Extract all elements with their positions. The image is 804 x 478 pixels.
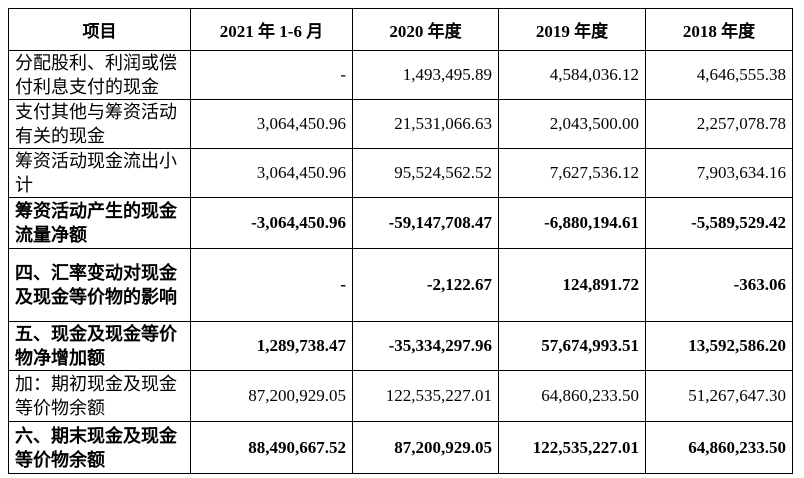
value-cell: 7,627,536.12 <box>498 148 646 198</box>
value-cell: -363.06 <box>645 248 793 322</box>
table-row: 筹资活动产生的现金流量净额 -3,064,450.96 -59,147,708.47… <box>8 197 793 249</box>
value-cell: 64,860,233.50 <box>498 370 646 422</box>
value-cell: 13,592,586.20 <box>645 321 793 371</box>
row-label: 六、期末现金及现金等价物余额 <box>8 421 191 474</box>
value-cell: 51,267,647.30 <box>645 370 793 422</box>
cash-flow-table: 项目 2021 年 1-6 月 2020 年度 2019 年度 2018 年度 分配股利… <box>8 8 793 474</box>
value-cell: 1,493,495.89 <box>352 50 499 100</box>
row-label: 四、汇率变动对现金及现金等价物的影响 <box>8 248 191 322</box>
value-cell: 57,674,993.51 <box>498 321 646 371</box>
value-cell: 4,646,555.38 <box>645 50 793 100</box>
value-cell: 64,860,233.50 <box>645 421 793 474</box>
value-cell: -3,064,450.96 <box>190 197 353 249</box>
header-cell: 2020 年度 <box>352 8 499 51</box>
header-cell: 2021 年 1-6 月 <box>190 8 353 51</box>
value-cell: -35,334,297.96 <box>352 321 499 371</box>
row-label: 筹资活动现金流出小计 <box>8 148 191 198</box>
value-cell: 3,064,450.96 <box>190 99 353 149</box>
value-cell: 3,064,450.96 <box>190 148 353 198</box>
header-cell: 项目 <box>8 8 191 51</box>
value-cell: -5,589,529.42 <box>645 197 793 249</box>
table-row: 支付其他与筹资活动有关的现金 3,064,450.96 21,531,066.63 2… <box>8 99 793 149</box>
value-cell: -59,147,708.47 <box>352 197 499 249</box>
table-row: 分配股利、利润或偿付利息支付的现金 -1,493,495.89 4,584,036.… <box>8 50 793 100</box>
value-cell: -2,122.67 <box>352 248 499 322</box>
table-row: 五、现金及现金等价物净增加额 1,289,738.47 -35,334,297.96… <box>8 321 793 371</box>
row-label: 五、现金及现金等价物净增加额 <box>8 321 191 371</box>
value-cell: 21,531,066.63 <box>352 99 499 149</box>
value-cell: 2,257,078.78 <box>645 99 793 149</box>
value-cell: 122,535,227.01 <box>498 421 646 474</box>
value-cell: -6,880,194.61 <box>498 197 646 249</box>
value-cell: - <box>190 50 353 100</box>
row-label: 加：期初现金及现金等价物余额 <box>8 370 191 422</box>
value-cell: 87,200,929.05 <box>190 370 353 422</box>
header-row: 项目 2021 年 1-6 月 2020 年度 2019 年度 2018 年度 <box>8 8 793 51</box>
table-row: 四、汇率变动对现金及现金等价物的影响 - -2,122.67 124,891.72 -3… <box>8 248 793 322</box>
value-cell: - <box>190 248 353 322</box>
value-cell: 87,200,929.05 <box>352 421 499 474</box>
value-cell: 88,490,667.52 <box>190 421 353 474</box>
value-cell: 124,891.72 <box>498 248 646 322</box>
value-cell: 1,289,738.47 <box>190 321 353 371</box>
row-label: 筹资活动产生的现金流量净额 <box>8 197 191 249</box>
table-row: 六、期末现金及现金等价物余额 88,490,667.52 87,200,929.05… <box>8 421 793 474</box>
header-cell: 2019 年度 <box>498 8 646 51</box>
value-cell: 7,903,634.16 <box>645 148 793 198</box>
row-label: 分配股利、利润或偿付利息支付的现金 <box>8 50 191 100</box>
value-cell: 95,524,562.52 <box>352 148 499 198</box>
table-row: 筹资活动现金流出小计 3,064,450.96 95,524,562.52 7,627… <box>8 148 793 198</box>
table-row: 加：期初现金及现金等价物余额 87,200,929.05 122,535,227.0… <box>8 370 793 422</box>
value-cell: 122,535,227.01 <box>352 370 499 422</box>
value-cell: 4,584,036.12 <box>498 50 646 100</box>
row-label: 支付其他与筹资活动有关的现金 <box>8 99 191 149</box>
header-cell: 2018 年度 <box>645 8 793 51</box>
value-cell: 2,043,500.00 <box>498 99 646 149</box>
